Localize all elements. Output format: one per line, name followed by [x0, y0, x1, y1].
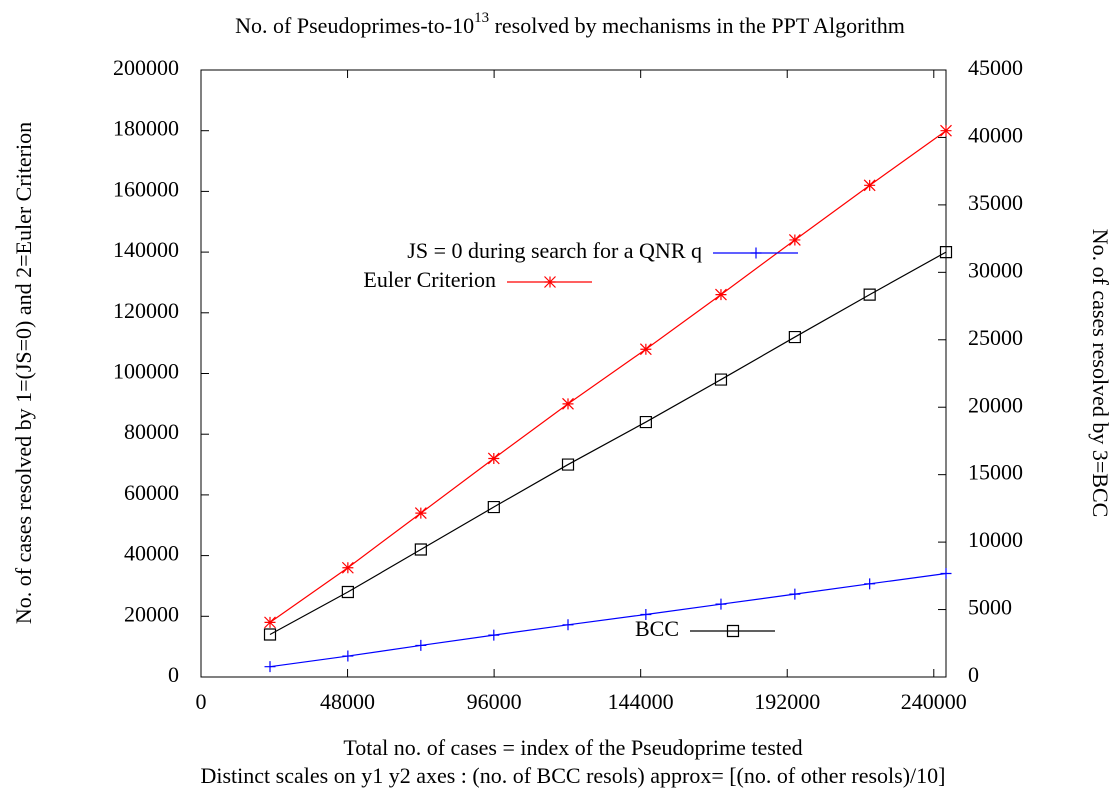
marker — [940, 568, 952, 580]
marker — [788, 330, 801, 344]
marker — [863, 179, 876, 192]
y-tick-label: 40000 — [124, 541, 179, 566]
chart-title: No. of Pseudoprimes-to-1013 resolved by … — [235, 10, 905, 38]
x-tick-label: 0 — [196, 689, 207, 714]
marker — [341, 585, 354, 599]
y2-tick-label: 30000 — [968, 257, 1023, 282]
y2-tick-label: 10000 — [968, 527, 1023, 552]
y2-tick-label: 5000 — [968, 595, 1012, 620]
title-part: No. of Pseudoprimes-to-10 — [235, 13, 474, 38]
y2-tick-label: 15000 — [968, 460, 1023, 485]
title-part: resolved by mechanisms in the PPT Algori… — [489, 13, 905, 38]
marker — [544, 276, 556, 288]
x-tick-label: 96000 — [467, 689, 522, 714]
marker — [487, 500, 500, 514]
marker — [750, 247, 762, 259]
y-tick-label: 60000 — [124, 480, 179, 505]
y2-tick-label: 25000 — [968, 325, 1023, 350]
marker — [342, 650, 354, 662]
marker — [639, 343, 652, 356]
y-tick-label: 100000 — [113, 359, 179, 384]
series-line — [269, 130, 947, 623]
marker — [562, 397, 574, 410]
legend-label: BCC — [635, 616, 679, 641]
legend-label: JS = 0 during search for a QNR q — [407, 238, 702, 263]
x-tick-label: 240000 — [901, 689, 967, 714]
x-tick-label: 192000 — [754, 689, 820, 714]
y2-tick-label: 20000 — [968, 392, 1023, 417]
title-exponent: 13 — [474, 10, 489, 26]
marker — [488, 629, 500, 641]
y-axis-label: No. of cases resolved by 1=(JS=0) and 2=… — [11, 122, 36, 624]
marker — [562, 619, 574, 631]
note: Distinct scales on y1 y2 axes : (no. of … — [201, 763, 946, 788]
marker — [561, 458, 575, 471]
marker — [789, 588, 801, 600]
marker — [939, 246, 953, 259]
marker — [263, 628, 277, 641]
marker — [415, 639, 427, 651]
marker — [639, 415, 652, 429]
y2-tick-label: 40000 — [968, 122, 1023, 147]
marker — [715, 598, 727, 610]
y-tick-label: 160000 — [113, 176, 179, 201]
marker — [863, 288, 876, 301]
x-tick-label: 144000 — [608, 689, 674, 714]
y-tick-label: 140000 — [113, 237, 179, 262]
plot-frame — [200, 69, 947, 678]
marker — [715, 288, 727, 301]
y-tick-label: 20000 — [124, 601, 179, 626]
y-tick-label: 200000 — [113, 55, 179, 80]
y-tick-label: 120000 — [113, 298, 179, 323]
marker — [788, 234, 801, 246]
marker — [940, 124, 952, 137]
y-tick-label: 80000 — [124, 419, 179, 444]
y-tick-label: 180000 — [113, 116, 179, 141]
series-line — [269, 572, 947, 668]
y2-tick-label: 0 — [968, 662, 979, 687]
marker — [414, 507, 427, 520]
marker — [487, 452, 500, 465]
y-tick-label: 0 — [168, 662, 179, 687]
y2-tick-label: 35000 — [968, 190, 1023, 215]
x-axis-label: Total no. of cases = index of the Pseudo… — [343, 735, 802, 760]
marker — [726, 624, 740, 638]
marker — [714, 373, 728, 386]
y2-tick-label: 45000 — [968, 55, 1023, 80]
marker — [264, 661, 276, 673]
marker — [264, 616, 276, 629]
marker — [414, 543, 427, 556]
marker — [640, 608, 652, 620]
series-line — [269, 251, 947, 636]
marker — [864, 578, 876, 590]
marker — [341, 561, 354, 574]
x-tick-label: 48000 — [320, 689, 375, 714]
y2-axis-label: No. of cases resolved by 3=BCC — [1088, 229, 1113, 518]
legend-label: Euler Criterion — [363, 267, 496, 292]
